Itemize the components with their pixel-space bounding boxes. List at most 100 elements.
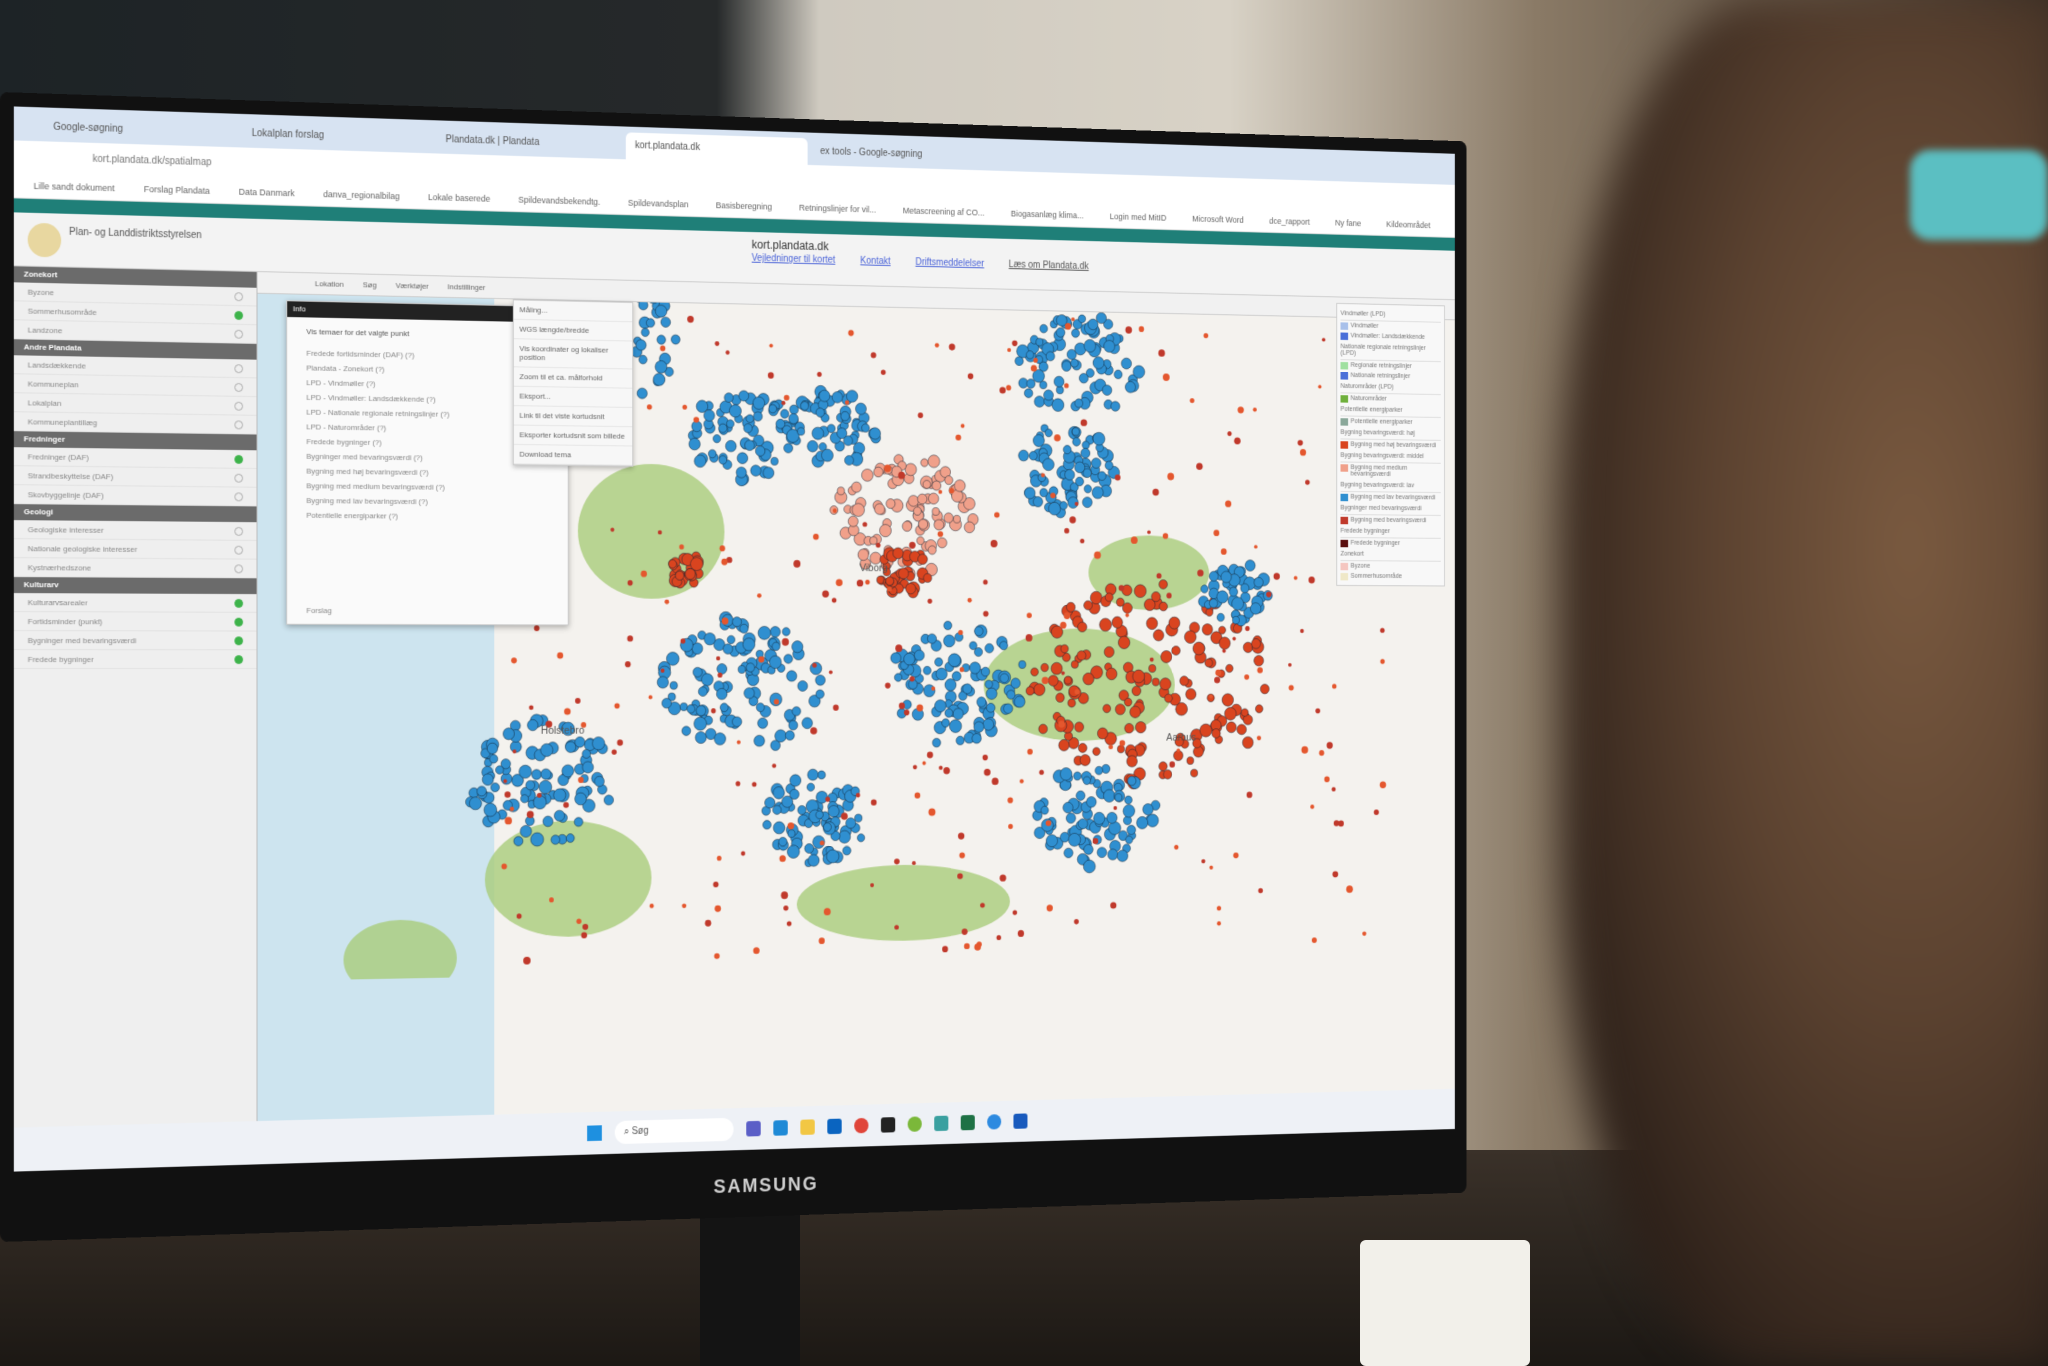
building-marker-low[interactable] — [1082, 441, 1089, 449]
building-marker[interactable] — [680, 638, 686, 644]
building-marker-low[interactable] — [694, 717, 707, 730]
building-marker-low[interactable] — [945, 709, 953, 718]
building-marker-low[interactable] — [756, 703, 764, 712]
legend-section[interactable]: Bygninger med bevaringsværdi — [1340, 502, 1441, 516]
building-marker[interactable] — [793, 559, 801, 568]
sidebar-layer-item[interactable]: Kulturarvsarealer — [13, 593, 257, 613]
building-marker-low[interactable] — [827, 850, 839, 863]
building-marker[interactable] — [681, 903, 687, 909]
building-marker-medium[interactable] — [880, 524, 892, 537]
building-marker[interactable] — [1041, 676, 1049, 685]
building-marker[interactable] — [1319, 750, 1325, 756]
building-marker[interactable] — [927, 598, 933, 604]
building-marker-low[interactable] — [689, 438, 700, 450]
building-marker-low[interactable] — [1063, 802, 1073, 813]
building-marker[interactable] — [818, 937, 825, 945]
building-marker-high[interactable] — [1071, 661, 1078, 669]
browser-tab[interactable]: Google-søgning — [53, 121, 124, 135]
building-marker[interactable] — [909, 676, 915, 682]
building-marker-high[interactable] — [1118, 636, 1130, 649]
building-marker-low[interactable] — [807, 783, 814, 791]
info-footer[interactable]: Forslag — [306, 606, 332, 616]
building-marker[interactable] — [509, 806, 515, 812]
building-marker-low[interactable] — [972, 733, 981, 743]
building-marker-low[interactable] — [944, 621, 952, 630]
building-marker-high[interactable] — [1066, 602, 1075, 612]
bookmark[interactable]: dce_rapport — [1269, 215, 1310, 227]
building-marker-low[interactable] — [566, 834, 574, 843]
building-marker-low[interactable] — [1045, 429, 1052, 437]
building-marker-low[interactable] — [770, 626, 780, 637]
building-marker-low[interactable] — [636, 339, 646, 350]
building-marker[interactable] — [931, 686, 936, 691]
building-marker[interactable] — [664, 599, 670, 605]
building-marker-high[interactable] — [918, 554, 928, 564]
building-marker-low[interactable] — [575, 737, 585, 748]
building-marker-high[interactable] — [1034, 684, 1045, 696]
building-marker-low[interactable] — [801, 402, 809, 411]
building-marker-low[interactable] — [754, 735, 765, 746]
building-marker-low[interactable] — [1117, 850, 1128, 862]
building-marker-low[interactable] — [745, 440, 755, 451]
building-marker-medium[interactable] — [902, 521, 911, 531]
building-marker[interactable] — [769, 343, 774, 348]
building-marker[interactable] — [974, 943, 981, 951]
building-marker[interactable] — [753, 947, 760, 955]
building-marker-low[interactable] — [717, 688, 728, 699]
layer-toggle[interactable] — [234, 292, 244, 302]
building-marker-high[interactable] — [669, 560, 677, 569]
building-marker-low[interactable] — [727, 636, 735, 644]
building-marker[interactable] — [1149, 657, 1154, 662]
building-marker-low[interactable] — [541, 744, 553, 757]
building-marker-low[interactable] — [657, 335, 666, 344]
building-marker-low[interactable] — [816, 811, 824, 819]
building-marker-low[interactable] — [985, 644, 994, 653]
building-marker[interactable] — [914, 792, 921, 799]
building-marker-low[interactable] — [519, 765, 532, 778]
building-marker[interactable] — [536, 792, 542, 798]
building-marker[interactable] — [512, 749, 517, 754]
building-marker-low[interactable] — [1076, 791, 1085, 801]
building-marker-high[interactable] — [1184, 631, 1196, 644]
building-marker-low[interactable] — [1217, 613, 1224, 621]
building-marker-high[interactable] — [1219, 626, 1226, 634]
building-marker-low[interactable] — [554, 810, 564, 821]
building-marker-low[interactable] — [985, 680, 993, 688]
building-marker-low[interactable] — [970, 662, 981, 674]
building-marker-high[interactable] — [1127, 756, 1138, 768]
building-marker-low[interactable] — [746, 663, 754, 672]
building-marker-low[interactable] — [594, 776, 604, 786]
building-marker[interactable] — [1332, 871, 1339, 878]
building-marker-low[interactable] — [855, 814, 862, 822]
building-marker-low[interactable] — [1209, 599, 1217, 608]
legend-section[interactable]: Bygning bevaringsværdi: middel — [1340, 449, 1441, 464]
building-marker-medium[interactable] — [918, 519, 927, 529]
bookmark[interactable]: Spildevandsbekendtg. — [518, 194, 601, 207]
building-marker-low[interactable] — [1083, 469, 1091, 478]
building-marker[interactable] — [870, 799, 877, 806]
building-marker[interactable] — [627, 635, 634, 642]
building-marker[interactable] — [1167, 472, 1175, 481]
layer-toggle[interactable] — [234, 310, 244, 321]
building-marker[interactable] — [1301, 746, 1309, 754]
building-marker-low[interactable] — [743, 638, 755, 651]
building-marker[interactable] — [957, 832, 965, 840]
building-marker-medium[interactable] — [921, 459, 928, 467]
bookmark[interactable]: Lille sandt dokument — [33, 180, 115, 193]
building-marker-low[interactable] — [782, 628, 790, 636]
menu-item[interactable]: Link til det viste kortudsnit — [513, 406, 633, 428]
building-marker-low[interactable] — [1049, 502, 1061, 515]
building-marker-low[interactable] — [723, 644, 733, 654]
building-marker-low[interactable] — [1078, 315, 1085, 323]
building-marker[interactable] — [1234, 437, 1241, 445]
building-marker-low[interactable] — [1024, 487, 1035, 499]
building-marker[interactable] — [1017, 930, 1025, 937]
building-marker-low[interactable] — [744, 688, 754, 699]
building-marker[interactable] — [716, 855, 722, 861]
building-marker[interactable] — [1006, 384, 1012, 391]
sidebar-layer-item[interactable]: Fortidsminder (punkt) — [13, 612, 257, 632]
building-marker-low[interactable] — [646, 318, 654, 327]
building-marker-low[interactable] — [927, 634, 936, 644]
building-marker[interactable] — [1113, 806, 1118, 811]
building-marker-low[interactable] — [1096, 312, 1106, 323]
